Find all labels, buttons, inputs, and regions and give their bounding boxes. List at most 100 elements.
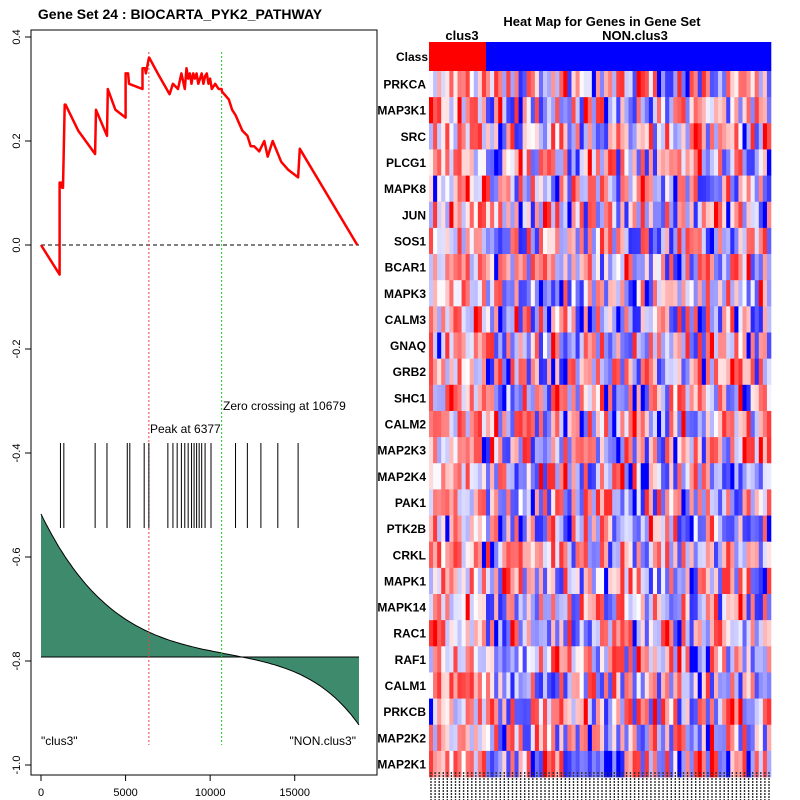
heatmap-cell xyxy=(636,227,642,255)
heatmap-cell xyxy=(567,201,572,229)
x-tick-label: 5000 xyxy=(113,787,137,799)
heatmap-cell xyxy=(714,358,719,386)
heatmap-cell xyxy=(722,123,727,150)
heatmap-cell xyxy=(469,227,475,255)
heatmap-cell xyxy=(595,437,601,464)
heatmap-cell xyxy=(608,489,613,516)
heatmap-cell xyxy=(734,71,739,98)
heatmap-cell xyxy=(714,463,719,490)
heatmap-cell xyxy=(506,149,511,176)
heatmap-cell xyxy=(677,410,682,438)
heatmap-cell xyxy=(551,541,556,569)
heatmap-cell xyxy=(461,254,466,281)
metric-outline xyxy=(40,513,360,726)
heatmap-cell xyxy=(754,254,760,281)
heatmap-cell xyxy=(567,149,572,176)
heatmap-cell xyxy=(506,358,511,386)
heatmap-cell xyxy=(555,358,560,386)
heatmap-cell xyxy=(498,306,503,333)
heatmap-cell xyxy=(608,646,613,673)
heatmap-cell xyxy=(722,489,727,516)
heatmap-cell xyxy=(689,306,694,333)
heatmap-cell xyxy=(473,646,479,673)
heatmap-cell xyxy=(616,620,621,647)
heatmap-cell xyxy=(595,698,601,726)
heatmap-cell xyxy=(693,201,699,229)
heatmap-cell xyxy=(559,620,564,647)
heatmap-cell xyxy=(701,410,707,438)
heatmap-cell xyxy=(636,254,642,281)
heatmap-cell xyxy=(490,332,495,359)
heatmap-cell xyxy=(685,306,690,333)
heatmap-cell xyxy=(693,280,699,307)
heatmap-cell xyxy=(718,437,723,464)
heatmap-cell xyxy=(657,358,662,386)
heatmap-cell xyxy=(762,724,768,752)
heatmap-cell xyxy=(551,71,556,98)
heatmap-cell xyxy=(449,280,454,307)
heatmap-cell xyxy=(746,410,751,438)
heatmap-cell xyxy=(697,254,703,281)
heatmap-cell xyxy=(457,227,462,255)
heatmap-cell xyxy=(661,620,666,647)
heatmap-cell xyxy=(575,698,580,726)
heatmap-cell xyxy=(595,384,601,412)
heatmap-cell xyxy=(714,724,719,752)
heatmap-cell xyxy=(449,620,454,647)
heatmap-cell xyxy=(437,175,442,203)
heatmap-cell xyxy=(502,254,507,281)
heatmap-cell xyxy=(457,463,462,490)
heatmap-cell xyxy=(750,646,756,673)
heatmap-cell xyxy=(481,410,487,438)
heatmap-cell xyxy=(600,254,605,281)
heatmap-cell xyxy=(502,410,507,438)
heatmap-cell xyxy=(648,384,654,412)
heatmap-cell xyxy=(494,71,499,98)
heatmap-cell xyxy=(665,97,670,124)
heatmap-cell xyxy=(538,97,544,124)
heatmap-cell xyxy=(481,724,487,752)
heatmap-cell xyxy=(730,489,735,516)
heatmap-cell xyxy=(571,515,576,542)
heatmap-cell xyxy=(697,97,703,124)
heatmap-cell xyxy=(648,306,654,333)
heatmap-cell xyxy=(538,306,544,333)
heatmap-cell xyxy=(681,620,686,647)
gene-label: MAPK8 xyxy=(384,182,426,196)
heatmap-cell xyxy=(433,332,438,359)
heatmap-cell xyxy=(518,123,523,150)
heatmap-cell xyxy=(612,672,617,699)
heatmap-cell xyxy=(579,123,585,150)
heatmap-cell xyxy=(726,594,731,621)
heatmap-cell xyxy=(510,463,515,490)
heatmap-cell xyxy=(681,254,686,281)
heatmap-cell xyxy=(518,384,523,412)
heatmap-cell xyxy=(587,384,593,412)
heatmap-cell xyxy=(445,541,450,569)
heatmap-cell xyxy=(705,646,711,673)
heatmap-cell xyxy=(538,384,544,412)
heatmap-cell xyxy=(722,541,727,569)
heatmap-cell xyxy=(624,620,629,647)
heatmap-cell xyxy=(575,724,580,752)
heatmap-cell xyxy=(551,201,556,229)
heatmap-cell xyxy=(510,384,515,412)
heatmap-cell xyxy=(673,280,678,307)
heatmap-cell xyxy=(469,698,475,726)
heatmap-cell xyxy=(612,97,617,124)
heatmap-cell xyxy=(705,175,711,203)
heatmap-cell xyxy=(701,71,707,98)
heatmap-cell xyxy=(433,489,438,516)
heatmap-cell xyxy=(648,71,654,98)
heatmap-cell xyxy=(490,410,495,438)
heatmap-cell xyxy=(453,698,458,726)
heatmap-cell xyxy=(701,306,707,333)
heatmap-cell xyxy=(604,332,609,359)
heatmap-cell xyxy=(563,410,568,438)
heatmap-cell xyxy=(498,254,503,281)
heatmap-cell xyxy=(730,437,735,464)
heatmap-cell xyxy=(441,437,446,464)
heatmap-cell xyxy=(522,567,528,595)
heatmap-cell xyxy=(657,724,662,752)
heatmap-cell xyxy=(494,489,499,516)
